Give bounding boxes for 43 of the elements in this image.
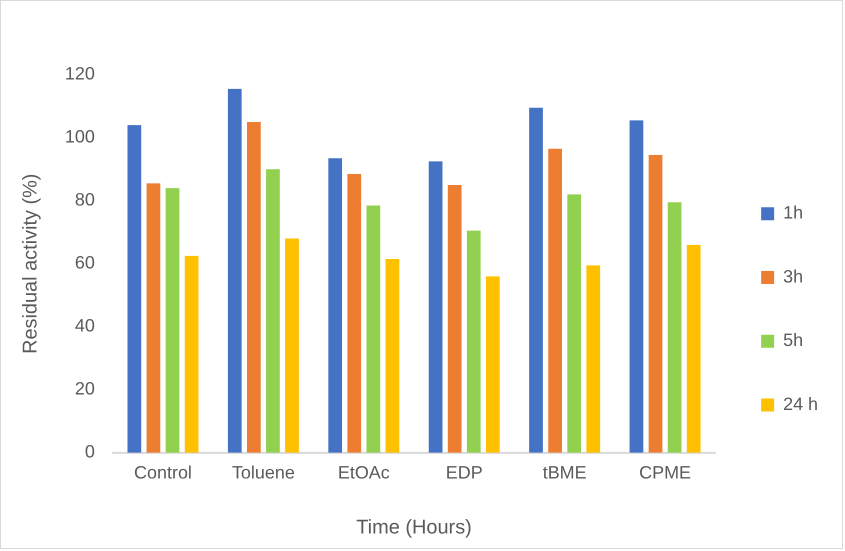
- bar: [146, 183, 160, 453]
- y-tick-label: 0: [84, 442, 95, 462]
- y-axis-title: Residual activity (%): [19, 174, 42, 354]
- bar: [586, 265, 600, 453]
- bar: [648, 155, 662, 453]
- bar: [386, 259, 400, 453]
- x-tick-label: Toluene: [232, 462, 295, 482]
- y-tick-label: 40: [74, 316, 95, 336]
- bar: [347, 174, 362, 453]
- y-tick-label: 100: [64, 126, 95, 147]
- bar: [529, 108, 543, 453]
- bar: [166, 188, 180, 453]
- x-tick-label: Control: [134, 462, 192, 482]
- legend-label: 1h: [783, 202, 804, 223]
- bar: [428, 161, 442, 453]
- x-axis-title: Time (Hours): [356, 516, 472, 539]
- bar: [486, 276, 500, 453]
- legend-label: 5h: [783, 330, 804, 350]
- x-tick-label: EDP: [446, 462, 483, 482]
- bar: [548, 148, 562, 453]
- x-tick-label: EtOAc: [338, 462, 390, 482]
- y-tick-label: 120: [64, 64, 95, 84]
- bar: [328, 158, 342, 453]
- bar: [266, 169, 280, 453]
- bar: [366, 205, 380, 453]
- bar: [127, 125, 142, 453]
- bar: [668, 202, 682, 453]
- bar: [448, 184, 462, 453]
- x-tick-label: CPME: [639, 462, 692, 482]
- legend-label: 24 h: [783, 394, 818, 414]
- bar: [567, 194, 582, 453]
- bar: [184, 256, 198, 453]
- y-tick-label: 20: [74, 378, 95, 399]
- bar: [246, 122, 261, 453]
- legend-label: 3h: [783, 266, 804, 286]
- y-tick-label: 60: [74, 252, 95, 273]
- bar: [466, 230, 481, 453]
- x-tick-label: tBME: [542, 462, 587, 482]
- bar: [686, 244, 701, 453]
- bar: [630, 120, 644, 453]
- bar: [228, 88, 242, 453]
- y-tick-label: 80: [74, 190, 95, 210]
- bar: [285, 238, 299, 453]
